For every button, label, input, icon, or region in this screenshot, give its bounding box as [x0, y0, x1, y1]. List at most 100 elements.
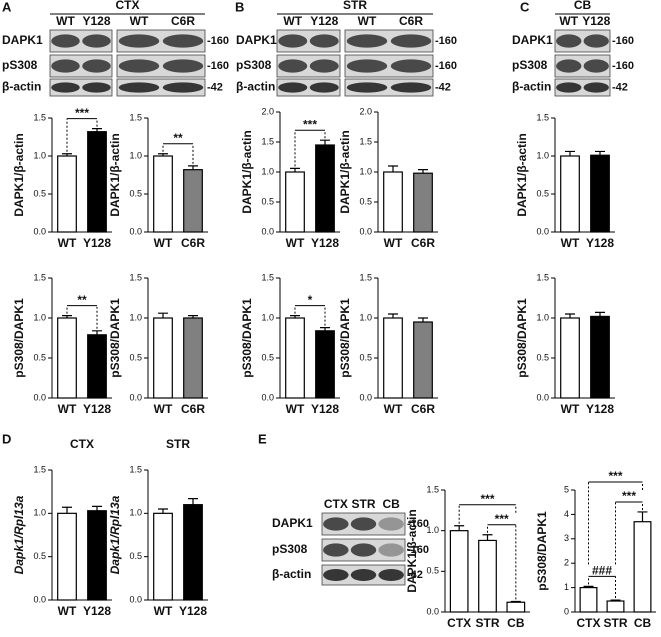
lane-label: WT	[56, 14, 75, 28]
y-tick-label: 0.5	[536, 188, 549, 198]
y-tick-label: 1.5	[359, 272, 372, 282]
blot-band	[346, 82, 388, 93]
blot-band	[51, 34, 80, 48]
bar	[153, 512, 173, 601]
significance-label: **	[77, 293, 87, 307]
blot-band	[583, 82, 609, 93]
error-bar	[92, 330, 102, 335]
y-tick-label: 1.5	[359, 136, 372, 146]
x-tick-label: WT	[154, 236, 173, 250]
blot-row-label: pS308	[512, 58, 548, 72]
error-bar	[565, 150, 575, 156]
blot-band	[162, 59, 204, 73]
bracket-drop	[588, 481, 643, 565]
y-axis-label: pS308/DAPK1	[515, 298, 529, 378]
bar	[285, 171, 305, 233]
y-tick-label: 0.5	[536, 352, 549, 362]
error-bar	[595, 150, 605, 156]
bar	[183, 169, 203, 233]
y-tick-label: 0.5	[359, 196, 372, 206]
x-tick-label: Y128	[83, 604, 111, 618]
y-tick-label: 4	[564, 509, 569, 519]
y-tick-label: 1.0	[261, 166, 274, 176]
blot-row-label: pS308	[272, 542, 308, 556]
significance-label: ***	[75, 106, 89, 120]
blot-band	[556, 59, 582, 73]
x-tick-label: CTX	[577, 616, 601, 630]
significance-label: ***	[495, 512, 509, 526]
bar	[383, 317, 403, 399]
blot-band	[350, 543, 377, 557]
bar	[383, 171, 403, 233]
y-tick-label: 5	[564, 484, 569, 494]
bracket-drop	[294, 305, 326, 326]
y-tick-label: 1.5	[129, 272, 142, 282]
y-axis-label: DAPK1/β-actin	[108, 133, 122, 216]
bar	[633, 521, 652, 613]
bracket-drop	[294, 130, 326, 167]
y-tick-label: 0.5	[129, 188, 142, 198]
bar	[506, 601, 526, 613]
bar	[153, 155, 173, 233]
lane-label: STR	[352, 497, 376, 511]
error-bar	[188, 315, 198, 318]
bar	[560, 155, 580, 233]
blot-band	[390, 59, 432, 73]
bar	[315, 144, 335, 233]
y-tick-label: 1.0	[129, 312, 142, 322]
bar	[183, 504, 203, 601]
x-tick-label: WT	[384, 402, 403, 416]
blot-size: -160	[407, 544, 429, 556]
y-tick-label: 0.5	[426, 566, 439, 576]
y-tick-label: 0.0	[536, 226, 549, 236]
y-tick-label: 3	[564, 533, 569, 543]
lane-label: CTX	[324, 497, 348, 511]
y-tick-label: 1.0	[33, 312, 46, 322]
y-tick-label: 0.5	[261, 352, 274, 362]
blot-size: -160	[612, 60, 634, 72]
blot-band	[390, 82, 432, 93]
y-tick-label: 0.0	[129, 392, 142, 402]
y-tick-label: 2	[564, 558, 569, 568]
y-tick-label: 0.5	[33, 551, 46, 561]
bracket-drop	[162, 143, 194, 164]
y-axis-label: pS308/DAPK1	[12, 298, 26, 378]
blot-band	[51, 59, 80, 73]
bracket-drop	[66, 118, 98, 152]
x-tick-label: Y128	[83, 236, 111, 250]
error-bar	[320, 327, 330, 331]
blot-band	[118, 59, 160, 73]
y-axis-label: pS308/DAPK1	[240, 298, 254, 378]
y-tick-label: 1.0	[536, 150, 549, 160]
error-bar	[583, 585, 594, 588]
significance-label: ***	[480, 492, 494, 506]
blot-band	[309, 82, 339, 93]
blot-size: -42	[612, 81, 628, 93]
error-bar	[637, 511, 648, 522]
bar	[87, 131, 107, 233]
error-bar	[610, 599, 621, 602]
x-tick-label: WT	[58, 604, 77, 618]
y-tick-label: 1.5	[129, 112, 142, 122]
blot-row-label: pS308	[2, 58, 38, 72]
y-tick-label: 0.5	[33, 188, 46, 198]
blot-row-label: DAPK1	[2, 33, 43, 47]
y-tick-label: 1.0	[426, 525, 439, 535]
error-bar	[388, 165, 398, 172]
blot-band	[82, 82, 111, 93]
y-tick-label: 0.0	[261, 392, 274, 402]
error-bar	[418, 317, 428, 322]
y-tick-label: 1.0	[33, 508, 46, 518]
y-tick-label: 0.0	[359, 226, 372, 236]
error-bar	[158, 153, 168, 156]
blot-size: -160	[207, 60, 229, 72]
bar	[183, 317, 203, 399]
blot-row-label: β-actin	[512, 80, 551, 94]
error-bar	[290, 315, 300, 318]
error-bar	[595, 311, 605, 317]
y-tick-label: 0.0	[33, 392, 46, 402]
lane-label: C6R	[399, 14, 423, 28]
blot-band	[346, 59, 388, 73]
bar	[57, 155, 77, 233]
bar	[579, 586, 598, 613]
